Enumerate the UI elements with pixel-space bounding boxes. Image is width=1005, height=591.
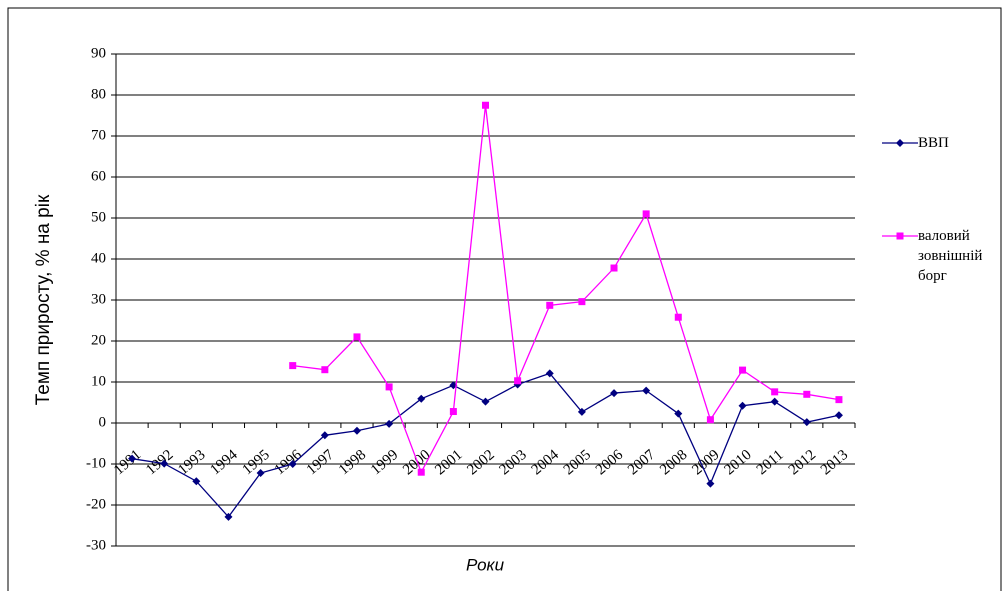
point bbox=[321, 366, 329, 374]
y-axis-title: Темп приросту, % на рік bbox=[33, 194, 54, 405]
legend-marker bbox=[896, 232, 904, 240]
point bbox=[642, 210, 650, 218]
point bbox=[385, 419, 394, 428]
x-tick-label: 2007 bbox=[625, 446, 659, 478]
y-tick-label: 60 bbox=[91, 168, 106, 184]
y-tick-label: -30 bbox=[86, 537, 106, 553]
point bbox=[674, 409, 683, 418]
point bbox=[738, 401, 747, 410]
point bbox=[320, 431, 329, 440]
point bbox=[256, 469, 265, 478]
x-tick-label: 1993 bbox=[175, 447, 208, 479]
x-tick-label: 1997 bbox=[304, 446, 338, 478]
x-tick-label: 1994 bbox=[207, 446, 241, 478]
y-tick-label: 90 bbox=[91, 45, 106, 61]
x-tick-label: 2003 bbox=[497, 447, 530, 479]
x-tick-label: 1995 bbox=[240, 447, 273, 479]
legend-label: валовий зовнішній борг bbox=[918, 228, 983, 284]
point bbox=[449, 408, 457, 416]
point bbox=[674, 313, 682, 321]
x-tick-label: 2013 bbox=[818, 447, 851, 479]
y-tick-label: 40 bbox=[91, 250, 106, 266]
x-tick-label: 1998 bbox=[336, 447, 369, 479]
point bbox=[289, 362, 297, 370]
legend-label: ВВП bbox=[918, 135, 949, 151]
point bbox=[224, 512, 233, 521]
point bbox=[192, 477, 201, 486]
x-tick-label: 1999 bbox=[368, 447, 401, 479]
point bbox=[385, 383, 393, 391]
y-tick-label: -20 bbox=[86, 496, 106, 512]
y-tick-label: -10 bbox=[86, 455, 106, 471]
y-tick-label: 20 bbox=[91, 332, 106, 348]
point bbox=[770, 397, 779, 406]
point bbox=[546, 301, 554, 309]
point bbox=[160, 459, 169, 468]
point bbox=[835, 396, 843, 404]
point bbox=[578, 298, 586, 306]
x-tick-label: 2011 bbox=[754, 447, 787, 478]
legend-item: валовий зовнішній борг bbox=[918, 228, 983, 284]
y-tick-label: 10 bbox=[91, 373, 106, 389]
point bbox=[706, 416, 714, 424]
x-tick-label: 2010 bbox=[721, 447, 754, 479]
x-axis-title: Роки bbox=[466, 555, 505, 574]
x-tick-label: 2005 bbox=[561, 447, 594, 479]
point bbox=[577, 407, 586, 416]
point bbox=[514, 377, 522, 385]
x-tick-label: 2004 bbox=[529, 446, 563, 478]
point bbox=[706, 479, 715, 488]
x-tick-label: 2006 bbox=[593, 446, 627, 478]
point bbox=[417, 394, 426, 403]
point bbox=[610, 389, 619, 398]
point bbox=[802, 418, 811, 427]
point bbox=[482, 101, 489, 109]
x-tick-label: 2012 bbox=[786, 447, 819, 479]
legend-marker bbox=[896, 139, 904, 147]
point bbox=[481, 397, 490, 406]
y-tick-label: 50 bbox=[91, 209, 106, 225]
x-tick-label: 2000 bbox=[400, 447, 433, 479]
frame bbox=[7, 7, 1002, 591]
point bbox=[352, 426, 361, 435]
y-tick-label: 70 bbox=[91, 127, 106, 143]
point bbox=[610, 264, 618, 272]
series-line bbox=[292, 105, 840, 474]
point bbox=[353, 333, 361, 341]
x-tick-label: 1996 bbox=[272, 446, 306, 478]
point bbox=[803, 390, 811, 398]
y-tick-label: 30 bbox=[91, 291, 106, 307]
point bbox=[739, 366, 747, 374]
point bbox=[288, 460, 297, 468]
x-tick-label: 2002 bbox=[464, 447, 497, 479]
point bbox=[771, 388, 779, 396]
series-line bbox=[131, 372, 840, 518]
point bbox=[417, 468, 425, 476]
legend-item: ВВП bbox=[918, 135, 949, 151]
x-tick-label: 2008 bbox=[657, 447, 690, 479]
point bbox=[834, 411, 843, 420]
point bbox=[642, 386, 651, 395]
point bbox=[545, 369, 554, 378]
y-tick-label: 0 bbox=[99, 414, 107, 430]
x-tick-label: 2001 bbox=[432, 447, 465, 479]
point bbox=[128, 454, 137, 463]
y-tick-label: 80 bbox=[91, 86, 106, 102]
